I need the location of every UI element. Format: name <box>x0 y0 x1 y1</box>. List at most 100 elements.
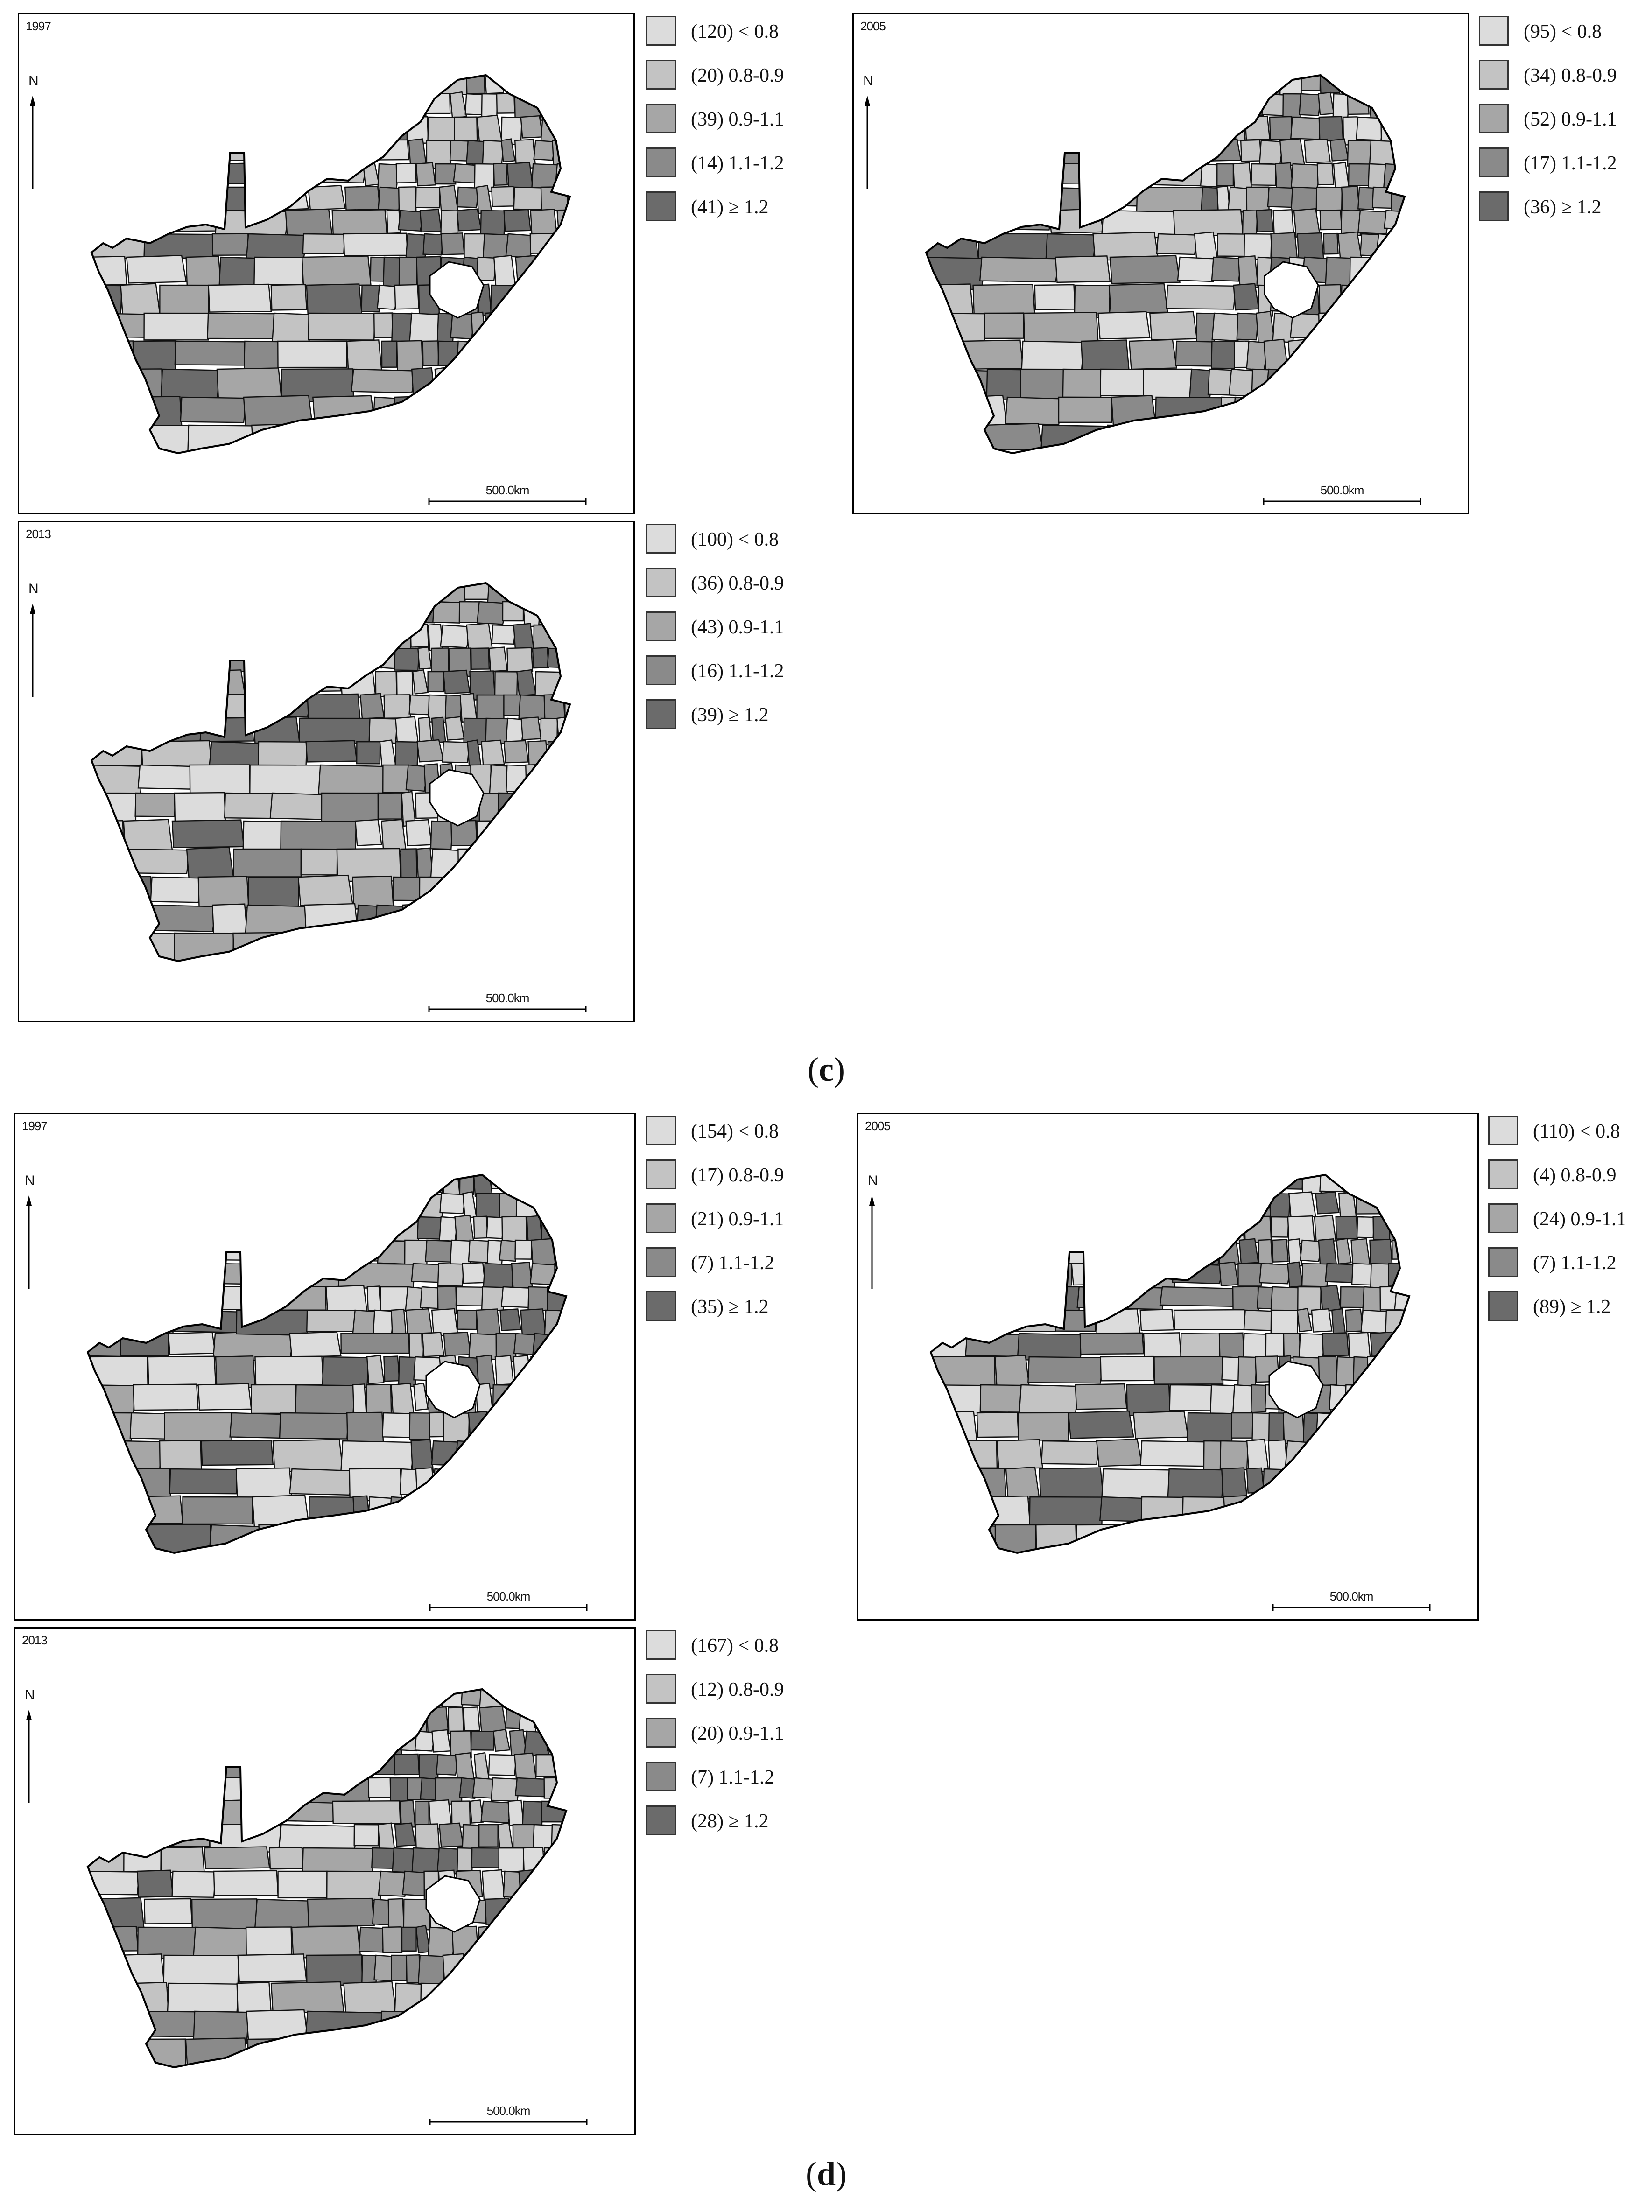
municipality-region <box>420 1175 443 1194</box>
municipality-region <box>423 960 451 961</box>
municipality-region <box>559 340 570 372</box>
municipality-region <box>1288 1552 1307 1553</box>
municipality-region <box>565 1822 566 1847</box>
legend-swatch <box>646 1805 676 1835</box>
legend-count: (89) <box>1533 1296 1566 1318</box>
municipality-region <box>557 791 570 823</box>
municipality-region <box>1340 1286 1365 1308</box>
municipality-region <box>508 848 528 883</box>
legend-count: (7) <box>691 1252 714 1274</box>
municipality-region <box>1264 452 1294 453</box>
municipality-region <box>509 876 532 910</box>
municipality-region <box>550 1333 566 1362</box>
municipality-region <box>118 1730 185 1756</box>
municipality-region <box>1343 1175 1375 1194</box>
municipality-region <box>399 932 418 961</box>
municipality-region <box>533 396 560 429</box>
municipality-region <box>531 1897 555 1933</box>
municipality-region <box>270 1981 344 2014</box>
municipality-region <box>1156 233 1199 255</box>
municipality-region <box>434 163 457 185</box>
municipality-region <box>1207 423 1228 451</box>
municipality-region <box>1019 1384 1080 1415</box>
municipality-region <box>423 1552 447 1553</box>
municipality-region <box>114 1953 165 1985</box>
municipality-region <box>571 1287 586 1307</box>
municipality-region <box>88 1468 129 1496</box>
municipality-region <box>1348 452 1371 453</box>
legend-swatch <box>1488 1247 1518 1277</box>
municipality-region <box>370 75 385 99</box>
municipality-region <box>1393 138 1405 162</box>
municipality-regions <box>931 1175 1409 1553</box>
municipality-region <box>524 1440 551 1473</box>
municipality-region <box>236 1981 272 2015</box>
scale-bar-line <box>428 1006 587 1012</box>
municipality-region <box>1139 1308 1175 1331</box>
municipality-region <box>1396 284 1405 314</box>
municipality-region <box>264 959 341 961</box>
municipality-region <box>991 1261 1029 1287</box>
municipality-region <box>139 717 204 743</box>
municipality-region <box>377 792 402 820</box>
municipality-region <box>411 367 436 400</box>
municipality-region <box>237 1953 307 1983</box>
municipality-region <box>391 1954 407 1981</box>
north-label: N <box>25 1687 35 1703</box>
municipality-region <box>389 2038 419 2067</box>
municipality-region <box>1395 340 1405 366</box>
municipality-region <box>986 1550 1062 1553</box>
municipality-region <box>478 1552 510 1553</box>
municipality-region <box>336 452 380 453</box>
municipality-region <box>533 140 557 161</box>
municipality-region <box>246 116 316 143</box>
municipality-region <box>1219 1440 1249 1471</box>
municipality-region <box>88 1982 139 2013</box>
legend-label: (43) 0.9-1.1 <box>691 616 784 639</box>
municipality-region <box>88 1216 121 1245</box>
municipality-region <box>572 1927 590 1959</box>
municipality-region <box>501 2066 519 2067</box>
municipality-region <box>394 1175 426 1196</box>
scale-bar: 500.0km <box>1272 1588 1431 1616</box>
municipality-region <box>375 671 398 698</box>
municipality-region <box>352 875 394 910</box>
municipality-region <box>574 140 594 165</box>
municipality-region <box>489 1411 511 1441</box>
legend-range: < 0.8 <box>738 1635 779 1657</box>
municipality-region <box>1321 1552 1348 1553</box>
municipality-region <box>1403 1356 1409 1387</box>
municipality-region <box>125 1468 171 1498</box>
municipality-region <box>207 312 276 340</box>
municipality-region <box>1264 1494 1279 1526</box>
municipality-region <box>274 599 310 626</box>
municipality-region <box>478 1925 497 1953</box>
scale-bar-line <box>429 2119 588 2125</box>
municipality-region <box>409 583 427 601</box>
municipality-region <box>91 75 155 100</box>
municipality-region <box>147 1355 217 1387</box>
municipality-region <box>394 1753 420 1776</box>
municipality-region <box>1021 340 1085 374</box>
municipality-region <box>91 931 138 961</box>
municipality-region <box>91 368 122 400</box>
municipality-region <box>1239 75 1265 99</box>
municipality-region <box>394 647 420 671</box>
municipality-region <box>1354 422 1373 451</box>
municipality-region <box>476 114 503 144</box>
municipality-region <box>88 1439 121 1472</box>
municipality-region <box>540 186 569 211</box>
municipality-region <box>1162 75 1200 95</box>
municipality-region <box>409 396 437 428</box>
municipality-region <box>1259 140 1284 165</box>
municipality-region <box>1393 1412 1409 1443</box>
municipality-region <box>1122 92 1174 122</box>
municipality-region <box>120 1333 169 1356</box>
municipality-region <box>174 340 247 366</box>
municipality-region <box>1367 1355 1388 1383</box>
municipality-region <box>417 1954 447 1985</box>
municipality-region <box>534 1707 562 1729</box>
municipality-region <box>510 1411 534 1440</box>
municipality-region <box>119 396 183 428</box>
municipality-region <box>564 2009 566 2037</box>
